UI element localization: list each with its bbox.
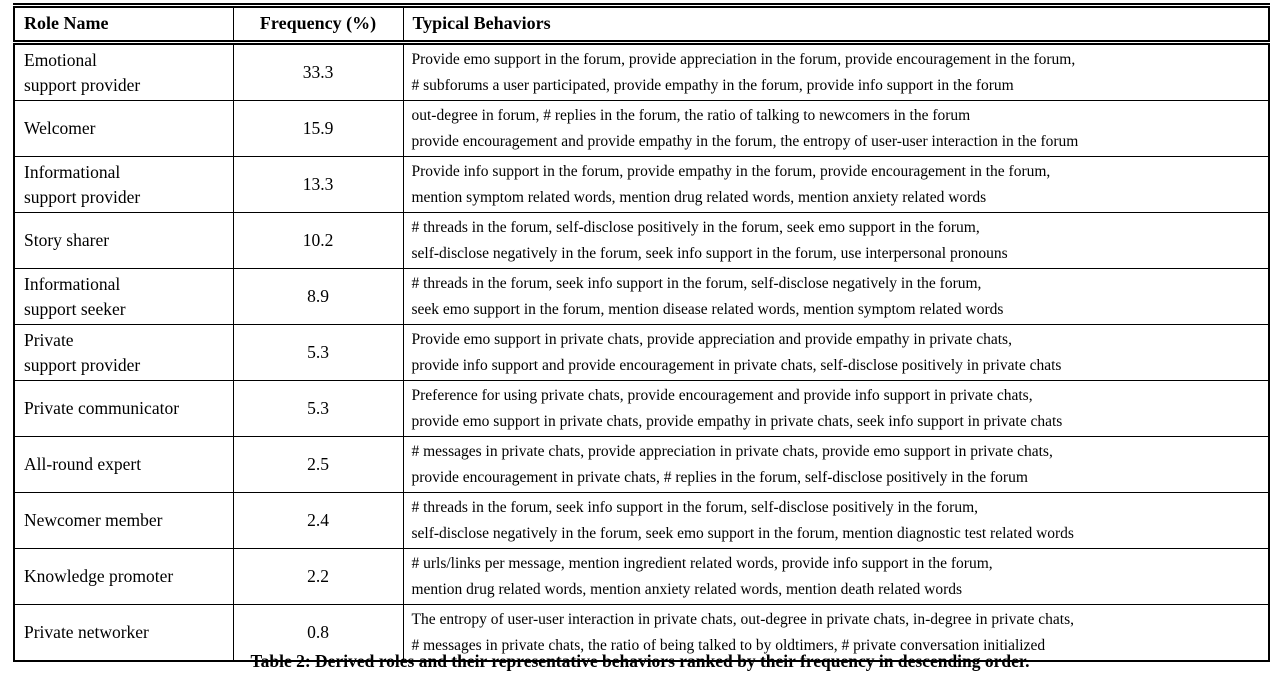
behavior-line: self-disclose negatively in the forum, s… — [411, 524, 1074, 542]
role-name-line: Welcomer — [24, 118, 96, 138]
role-name-cell: Welcomer — [14, 100, 234, 157]
typical-behaviors-cell: Provide info support in the forum, provi… — [403, 156, 1269, 213]
table-row: Private networker 0.8 The entropy of user-… — [14, 604, 1269, 661]
behavior-line: self-disclose negatively in the forum, s… — [411, 244, 1008, 262]
role-name-line: support provider — [24, 354, 141, 375]
table-row: Story sharer 10.2 # threads in the forum, … — [14, 212, 1269, 269]
behavior-line: Provide emo support in private chats, pr… — [411, 331, 1012, 348]
table-row: All-round expert 2.5 # messages in private… — [14, 436, 1269, 493]
behavior-line: mention symptom related words, mention d… — [411, 188, 987, 206]
table-row: Emotional support provider 33.3 Provide emo… — [14, 42, 1269, 101]
behavior-line: seek emo support in the forum, mention d… — [411, 300, 1004, 318]
behavior-line: # messages in private chats, provide app… — [411, 443, 1053, 460]
behavior-line: # threads in the forum, self-disclose po… — [411, 219, 980, 236]
role-name-line: All-round expert — [24, 454, 142, 474]
role-name-line: support provider — [24, 74, 141, 95]
behavior-line: # messages in private chats, the ratio o… — [411, 636, 1046, 654]
typical-behaviors-cell: # threads in the forum, seek info suppor… — [403, 492, 1269, 549]
frequency-cell: 8.9 — [233, 268, 404, 325]
role-name-line: Private communicator — [24, 398, 180, 418]
frequency-cell: 2.2 — [233, 548, 404, 605]
behavior-line: provide info support and provide encoura… — [411, 356, 1062, 374]
role-name-line: Knowledge promoter — [24, 566, 174, 586]
behavior-line: The entropy of user-user interaction in … — [411, 611, 1074, 628]
behavior-line: # subforums a user participated, provide… — [411, 76, 1014, 94]
behavior-line: provide encouragement in private chats, … — [411, 468, 1028, 486]
frequency-cell: 15.9 — [233, 100, 404, 157]
role-name-line: support seeker — [24, 298, 126, 319]
typical-behaviors-cell: # threads in the forum, seek info suppor… — [403, 268, 1269, 325]
header-row: Role Name Frequency (%) Typical Behavior… — [14, 5, 1269, 45]
typical-behaviors-cell: out-degree in forum, # replies in the fo… — [403, 100, 1269, 157]
behavior-line: out-degree in forum, # replies in the fo… — [411, 107, 971, 124]
role-name-cell: Informational support provider — [14, 156, 234, 213]
roles-table: Role Name Frequency (%) Typical Behavior… — [13, 3, 1270, 662]
table-row: Welcomer 15.9 out-degree in forum, # repli… — [14, 100, 1269, 157]
typical-behaviors-cell: Provide emo support in the forum, provid… — [403, 42, 1269, 101]
table-row: Knowledge promoter 2.2 # urls/links per me… — [14, 548, 1269, 605]
role-name-line: Informational — [24, 161, 121, 182]
header-typical-behaviors: Typical Behaviors — [403, 5, 1269, 45]
frequency-cell: 33.3 — [233, 42, 404, 101]
role-name-cell: All-round expert — [14, 436, 234, 493]
behavior-line: # threads in the forum, seek info suppor… — [411, 499, 979, 516]
role-name-cell: Newcomer member — [14, 492, 234, 549]
typical-behaviors-cell: Provide emo support in private chats, pr… — [403, 324, 1269, 381]
table-caption: Table 2: Derived roles and their represe… — [250, 651, 1030, 671]
frequency-cell: 10.2 — [233, 212, 404, 269]
header-frequency: Frequency (%) — [233, 5, 404, 45]
table-row: Informational support seeker 8.9 # threads … — [14, 268, 1269, 325]
behavior-line: # urls/links per message, mention ingred… — [411, 555, 993, 572]
typical-behaviors-cell: # messages in private chats, provide app… — [403, 436, 1269, 493]
header-role-name: Role Name — [14, 5, 234, 45]
role-name-line: Newcomer member — [24, 510, 163, 530]
frequency-cell: 2.5 — [233, 436, 404, 493]
behavior-line: Provide info support in the forum, provi… — [411, 163, 1051, 180]
role-name-cell: Private networker — [14, 604, 234, 661]
role-name-cell: Emotional support provider — [14, 42, 234, 101]
frequency-cell: 5.3 — [233, 380, 404, 437]
typical-behaviors-cell: Preference for using private chats, prov… — [403, 380, 1269, 437]
frequency-cell: 13.3 — [233, 156, 404, 213]
role-name-line: Story sharer — [24, 230, 110, 250]
role-name-cell: Private communicator — [14, 380, 234, 437]
role-name-line: support provider — [24, 186, 141, 207]
role-name-line: Emotional — [24, 49, 97, 70]
table-row: Newcomer member 2.4 # threads in the forum… — [14, 492, 1269, 549]
frequency-cell: 5.3 — [233, 324, 404, 381]
role-name-cell: Story sharer — [14, 212, 234, 269]
frequency-cell: 0.8 — [233, 604, 404, 661]
typical-behaviors-cell: # urls/links per message, mention ingred… — [403, 548, 1269, 605]
role-name-line: Informational — [24, 273, 121, 294]
role-name-cell: Knowledge promoter — [14, 548, 234, 605]
table-row: Private communicator 5.3 Preference for us… — [14, 380, 1269, 437]
role-name-line: Private — [24, 329, 74, 350]
behavior-line: Provide emo support in the forum, provid… — [411, 51, 1076, 68]
role-name-cell: Informational support seeker — [14, 268, 234, 325]
role-name-line: Private networker — [24, 622, 149, 642]
role-name-cell: Private support provider — [14, 324, 234, 381]
frequency-cell: 2.4 — [233, 492, 404, 549]
table-row: Private support provider 5.3 Provide emo su… — [14, 324, 1269, 381]
behavior-line: # threads in the forum, seek info suppor… — [411, 275, 982, 292]
behavior-line: mention drug related words, mention anxi… — [411, 580, 963, 598]
behavior-line: provide emo support in private chats, pr… — [411, 412, 1063, 430]
behavior-line: Preference for using private chats, prov… — [411, 387, 1033, 404]
table-row: Informational support provider 13.3 Provide… — [14, 156, 1269, 213]
typical-behaviors-cell: # threads in the forum, self-disclose po… — [403, 212, 1269, 269]
behavior-line: provide encouragement and provide empath… — [411, 132, 1079, 150]
typical-behaviors-cell: The entropy of user-user interaction in … — [403, 604, 1269, 661]
table-body: Emotional support provider 33.3 Provide emo… — [14, 42, 1269, 661]
